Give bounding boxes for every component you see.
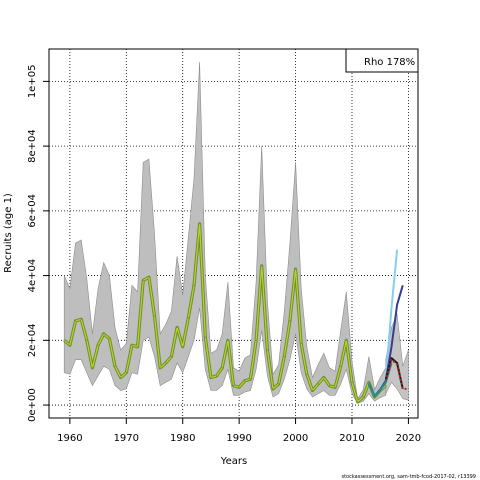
series-line-highlight: [63, 223, 387, 403]
series-point: [385, 385, 387, 387]
series-point: [159, 367, 161, 369]
series-point: [351, 381, 353, 383]
series-point: [294, 268, 297, 270]
series-point: [215, 375, 218, 377]
y-tick-label: 2e+04: [27, 324, 38, 358]
series-point: [266, 349, 268, 351]
series-point: [120, 376, 122, 379]
y-axis-title: Recruits (age 1): [3, 193, 14, 273]
series-point: [63, 339, 65, 341]
x-axis: 1960 1970 1980 1990 2000 2010 2020: [57, 418, 421, 444]
series-point: [103, 333, 105, 335]
series-point: [328, 385, 331, 387]
series-point: [108, 338, 110, 340]
series-point: [204, 336, 206, 338]
series-point: [210, 376, 212, 379]
series-point: [238, 386, 240, 388]
x-tick-label: 1990: [226, 433, 251, 444]
series-point: [114, 365, 116, 367]
series-point: [362, 396, 364, 398]
series-point: [176, 326, 178, 328]
plot-area: [49, 49, 418, 418]
series-point: [165, 362, 167, 364]
x-tick-label: 1970: [114, 433, 139, 444]
series-point: [136, 346, 139, 348]
series-point: [306, 373, 308, 375]
series-point: [283, 355, 285, 358]
series-point: [317, 383, 319, 385]
series-point: [244, 380, 246, 382]
series-point: [91, 367, 94, 369]
series-point: [272, 388, 274, 390]
series-point: [345, 339, 347, 341]
series-point: [232, 385, 235, 387]
series-point: [125, 372, 127, 374]
x-axis-title: Years: [220, 456, 247, 467]
series-point: [199, 223, 201, 225]
series-point: [368, 381, 370, 383]
series-point: [187, 317, 189, 319]
series-point: [97, 344, 99, 346]
x-tick-label: 2000: [283, 433, 308, 444]
series-point: [340, 365, 342, 367]
series-point: [131, 344, 133, 346]
legend-box: [345, 48, 419, 73]
series-point: [357, 401, 359, 403]
peel-line-peel_6: [384, 358, 409, 390]
series-point: [142, 279, 144, 282]
plot-frame: [48, 48, 419, 419]
series-point: [153, 315, 156, 317]
series-point: [227, 339, 229, 341]
x-tick-label: 1980: [170, 433, 195, 444]
series-point: [323, 376, 325, 379]
y-tick-label: 4e+04: [27, 259, 38, 293]
series-point: [69, 344, 71, 346]
series-point: [311, 389, 314, 392]
legend: Rho 178%: [345, 48, 419, 73]
series-point: [182, 346, 184, 348]
footer-credit: stockassessment.org, sam-tmb-fcod-2017-0…: [341, 474, 476, 480]
series-point: [148, 276, 150, 278]
series-point: [289, 320, 291, 322]
x-tick-label: 2010: [339, 433, 364, 444]
series-point: [255, 339, 257, 341]
y-tick-label: 6e+04: [27, 194, 38, 228]
x-tick-label: 2020: [396, 433, 421, 444]
x-tick-label: 1960: [57, 433, 82, 444]
y-tick-label: 8e+04: [27, 129, 38, 163]
series-point: [249, 378, 252, 380]
series-point: [221, 367, 223, 369]
y-tick-label: 1e+05: [27, 65, 38, 99]
series-point: [74, 320, 77, 322]
y-tick-label: 0e+00: [27, 388, 38, 422]
series-point: [170, 355, 173, 358]
series-point: [300, 342, 302, 345]
y-axis: 0e+00 2e+04 4e+04 6e+04 8e+04 1e+05: [27, 65, 49, 422]
series-point: [261, 265, 263, 267]
legend-text: Rho 178%: [364, 57, 415, 68]
series-point: [86, 339, 88, 341]
series-point: [193, 284, 195, 286]
confidence-band: [63, 61, 387, 404]
series-point: [334, 386, 336, 388]
series-point: [278, 383, 280, 385]
series-point: [80, 318, 82, 320]
